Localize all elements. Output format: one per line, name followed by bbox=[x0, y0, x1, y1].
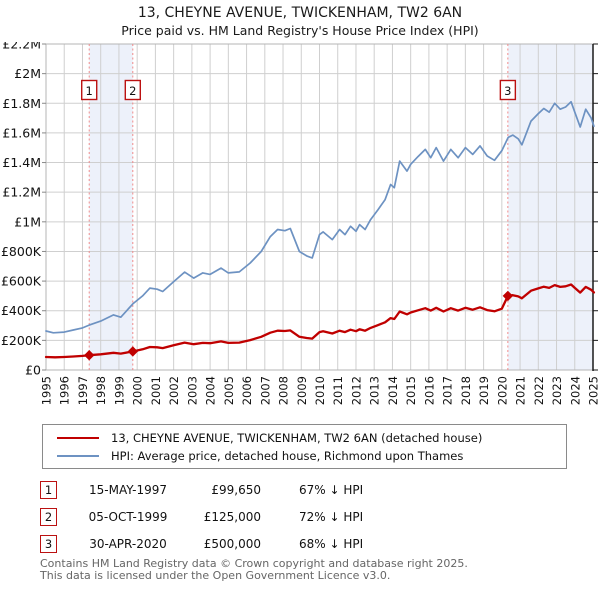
svg-text:£2M: £2M bbox=[14, 66, 41, 81]
transaction-row: 2 05-OCT-1999 £125,000 72% ↓ HPI bbox=[40, 503, 580, 530]
svg-text:2006: 2006 bbox=[240, 376, 254, 405]
sale-point-markers bbox=[84, 290, 514, 361]
svg-text:2004: 2004 bbox=[204, 376, 218, 405]
svg-text:£400K: £400K bbox=[1, 303, 42, 318]
svg-text:2021: 2021 bbox=[514, 376, 528, 405]
svg-text:2014: 2014 bbox=[386, 376, 400, 405]
svg-text:1999: 1999 bbox=[112, 376, 126, 405]
legend-label-hpi: HPI: Average price, detached house, Rich… bbox=[111, 449, 464, 463]
svg-text:£200K: £200K bbox=[1, 333, 42, 348]
transaction-price: £99,650 bbox=[211, 482, 261, 497]
transactions-table: 1 15-MAY-1997 £99,650 67% ↓ HPI 2 05-OCT… bbox=[40, 476, 580, 557]
svg-text:£1M: £1M bbox=[14, 214, 41, 229]
svg-text:£1.8M: £1.8M bbox=[2, 96, 41, 111]
svg-text:2016: 2016 bbox=[422, 376, 436, 405]
transaction-row: 3 30-APR-2020 £500,000 68% ↓ HPI bbox=[40, 530, 580, 557]
svg-text:2015: 2015 bbox=[404, 376, 418, 405]
transaction-date: 30-APR-2020 bbox=[89, 536, 167, 551]
svg-text:£1.2M: £1.2M bbox=[2, 185, 41, 200]
svg-text:£1.4M: £1.4M bbox=[2, 155, 41, 170]
svg-text:£0: £0 bbox=[25, 363, 41, 378]
svg-text:1998: 1998 bbox=[94, 376, 108, 405]
svg-text:£1.6M: £1.6M bbox=[2, 125, 41, 140]
legend-item-hpi: HPI: Average price, detached house, Rich… bbox=[57, 447, 566, 465]
transaction-number-badge: 1 bbox=[40, 480, 57, 499]
svg-text:2005: 2005 bbox=[222, 376, 236, 405]
svg-text:2017: 2017 bbox=[441, 376, 455, 405]
sale-number-labels: 1 2 3 bbox=[81, 79, 517, 101]
legend-label-property: 13, CHEYNE AVENUE, TWICKENHAM, TW2 6AN (… bbox=[111, 431, 483, 445]
svg-text:1996: 1996 bbox=[58, 376, 72, 405]
svg-text:2025: 2025 bbox=[587, 376, 600, 405]
page-subtitle: Price paid vs. HM Land Registry's House … bbox=[121, 23, 479, 38]
svg-text:2000: 2000 bbox=[131, 376, 145, 405]
page-title: 13, CHEYNE AVENUE, TWICKENHAM, TW2 6AN bbox=[137, 5, 463, 21]
svg-text:2013: 2013 bbox=[368, 376, 382, 405]
transaction-vs-hpi: 72% ↓ HPI bbox=[299, 509, 364, 524]
svg-text:2011: 2011 bbox=[331, 376, 345, 405]
chart-legend: 13, CHEYNE AVENUE, TWICKENHAM, TW2 6AN (… bbox=[42, 424, 567, 469]
transaction-price: £500,000 bbox=[203, 536, 261, 551]
svg-text:2002: 2002 bbox=[167, 376, 181, 405]
svg-text:2001: 2001 bbox=[149, 376, 163, 405]
transaction-number-badge: 2 bbox=[40, 507, 57, 526]
sale-date-lines bbox=[88, 44, 509, 370]
series-lines bbox=[44, 100, 596, 359]
svg-text:1995: 1995 bbox=[40, 376, 54, 405]
svg-text:2023: 2023 bbox=[550, 376, 564, 405]
svg-text:2012: 2012 bbox=[349, 376, 363, 405]
price-history-chart: 1 2 3 £0 £200K £400K £600K £800K £1M £1.2M £1.4M £1… bbox=[1, 42, 600, 405]
svg-text:2019: 2019 bbox=[477, 376, 491, 405]
ownership-bands bbox=[89, 44, 593, 370]
svg-text:2010: 2010 bbox=[313, 376, 327, 405]
svg-text:2003: 2003 bbox=[185, 376, 199, 405]
svg-text:2007: 2007 bbox=[258, 376, 272, 405]
svg-text:2024: 2024 bbox=[568, 376, 582, 405]
svg-text:2022: 2022 bbox=[532, 376, 546, 405]
axis-ticks bbox=[42, 43, 598, 371]
svg-text:2008: 2008 bbox=[277, 376, 291, 405]
svg-text:1: 1 bbox=[86, 84, 93, 98]
y-axis-labels: £0 £200K £400K £600K £800K £1M £1.2M £1.4M £1.6M… bbox=[1, 42, 42, 378]
x-axis-labels: 1995 1996 1997 1998 1999 2000 2001 2002 2003 2004… bbox=[40, 376, 600, 405]
svg-text:2: 2 bbox=[129, 84, 136, 98]
transaction-vs-hpi: 68% ↓ HPI bbox=[299, 536, 364, 551]
license-footer: Contains HM Land Registry data © Crown c… bbox=[40, 558, 580, 581]
transaction-price: £125,000 bbox=[203, 509, 261, 524]
footer-line-2: This data is licensed under the Open Gov… bbox=[40, 568, 391, 582]
svg-text:2020: 2020 bbox=[495, 376, 509, 405]
legend-line-hpi bbox=[57, 455, 99, 457]
transaction-number-badge: 3 bbox=[40, 534, 57, 553]
transaction-row: 1 15-MAY-1997 £99,650 67% ↓ HPI bbox=[40, 476, 580, 503]
transaction-vs-hpi: 67% ↓ HPI bbox=[299, 482, 364, 497]
legend-item-property: 13, CHEYNE AVENUE, TWICKENHAM, TW2 6AN (… bbox=[57, 429, 566, 447]
legend-line-property bbox=[57, 437, 99, 439]
svg-text:1997: 1997 bbox=[76, 376, 90, 405]
svg-text:2009: 2009 bbox=[295, 376, 309, 405]
transaction-date: 15-MAY-1997 bbox=[88, 482, 167, 497]
svg-text:£600K: £600K bbox=[1, 274, 42, 289]
svg-text:2018: 2018 bbox=[459, 376, 473, 405]
svg-text:3: 3 bbox=[504, 84, 511, 98]
transaction-date: 05-OCT-1999 bbox=[88, 509, 168, 524]
footer-line-1: Contains HM Land Registry data © Crown c… bbox=[40, 557, 468, 570]
svg-text:£2.2M: £2.2M bbox=[2, 42, 41, 52]
svg-text:£800K: £800K bbox=[1, 244, 42, 259]
